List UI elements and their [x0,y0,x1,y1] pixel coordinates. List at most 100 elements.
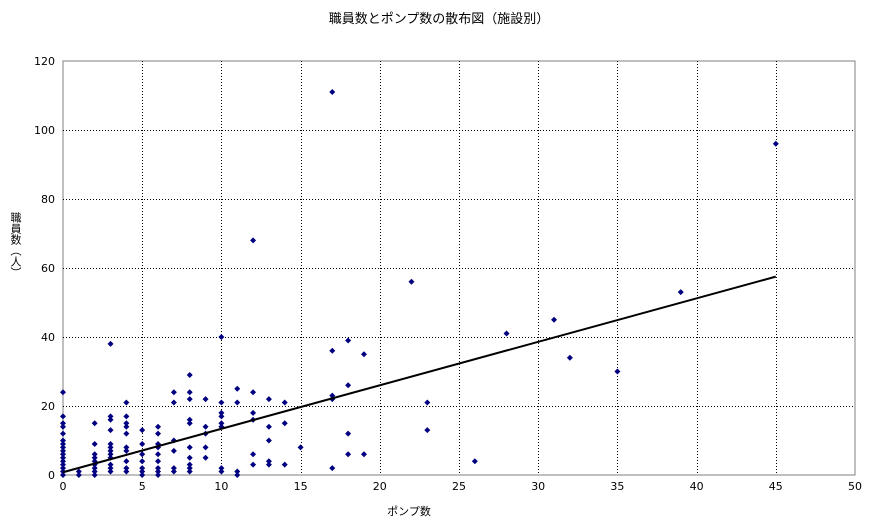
data-point [60,461,66,468]
data-point [250,389,257,396]
data-point [202,396,209,403]
data-point [123,458,130,465]
data-point [218,465,225,472]
axis-tick-labels: 0 5 10 15 20 25 30 35 40 45 50 0 20 40 60 80 100 120 [34,55,862,493]
data-point [218,420,225,427]
data-point [91,420,98,427]
y-tick-label: 40 [41,331,55,344]
data-point [107,465,114,472]
x-tick-label: 50 [848,480,862,493]
data-point [170,465,177,472]
data-point [345,430,352,437]
data-point [566,354,573,361]
y-tick-label: 20 [41,400,55,413]
data-point [60,423,66,430]
data-point [60,444,66,451]
data-point [60,430,66,437]
data-point [677,289,684,296]
data-point [107,461,114,468]
data-point [218,468,225,475]
data-point [139,451,146,458]
data-point [91,472,98,478]
data-point [75,472,82,478]
y-tick-label: 60 [41,262,55,275]
x-tick-label: 10 [214,480,228,493]
data-point [123,468,130,475]
data-point [250,451,257,458]
data-point [139,472,146,478]
data-point [250,237,257,244]
data-point [139,458,146,465]
data-point [234,468,241,475]
data-point [107,340,114,347]
data-point [107,451,114,458]
data-point [123,430,130,437]
data-point [60,440,66,447]
data-point [139,468,146,475]
data-point [155,451,162,458]
data-point [107,413,114,420]
data-point [186,371,193,378]
data-point [60,437,66,444]
trendline [62,275,777,474]
data-point [170,447,177,454]
data-point [234,472,241,478]
data-point [139,427,146,434]
data-point [123,420,130,427]
y-tick-label: 80 [41,193,55,206]
data-point [218,413,225,420]
data-point [91,454,98,461]
chart-title: 職員数とポンプ数の散布図（施設別） [328,12,550,27]
data-point [60,458,66,465]
data-point [265,396,272,403]
data-points [60,89,779,478]
data-point [265,437,272,444]
data-point [155,430,162,437]
data-point [265,458,272,465]
data-point [123,413,130,420]
data-point [186,454,193,461]
data-point [345,382,352,389]
data-point [186,396,193,403]
data-point [551,316,558,323]
x-axis-label: ポンプ数 [387,505,431,518]
data-point [329,465,336,472]
data-point [123,423,130,430]
data-point [107,427,114,434]
data-point [186,416,193,423]
data-point [139,465,146,472]
data-point [218,399,225,406]
data-point [186,389,193,396]
y-axis-label: 職員数（人） [9,212,22,278]
data-point [218,409,225,416]
data-point [265,461,272,468]
data-point [360,351,367,358]
data-point [139,440,146,447]
x-tick-label: 20 [373,480,387,493]
data-point [60,420,66,427]
x-tick-label: 5 [139,480,146,493]
data-point [218,334,225,340]
data-point [329,89,336,96]
data-point [123,447,130,454]
data-point [772,140,779,147]
data-point [170,468,177,475]
data-point [250,461,257,468]
data-point [155,472,162,478]
x-tick-label: 15 [294,480,308,493]
data-point [503,330,510,337]
data-point [91,451,98,458]
data-point [234,385,241,392]
data-point [614,368,621,375]
data-point [186,468,193,475]
data-point [60,472,66,478]
x-tick-label: 0 [60,480,67,493]
data-point [186,420,193,427]
data-point [170,389,177,396]
data-point [91,465,98,472]
data-point [186,461,193,468]
data-point [265,423,272,430]
data-point [75,468,82,475]
data-point [202,454,209,461]
